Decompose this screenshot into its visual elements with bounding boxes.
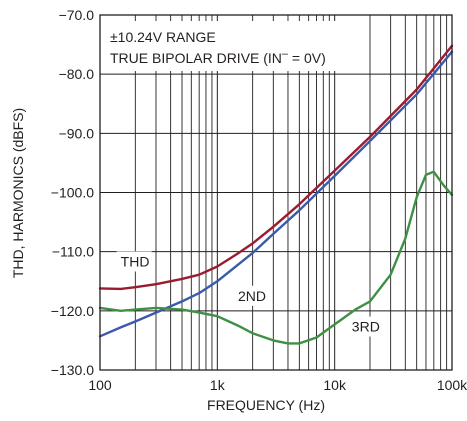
plot-frame <box>99 14 453 371</box>
series-line-3rd <box>98 170 454 345</box>
chart-series <box>98 44 454 345</box>
y-tick-label: −120.0 <box>51 303 94 319</box>
y-tick-label: −80.0 <box>59 66 95 82</box>
annotation-background <box>104 21 366 71</box>
series-line-2nd <box>98 50 454 338</box>
series-label-background <box>347 316 383 337</box>
annotation-line-2: TRUE BIPOLAR DRIVE (IN– = 0V) <box>110 48 326 66</box>
y-tick-label: −90.0 <box>59 125 95 141</box>
annotation-line-1: ±10.24V RANGE <box>110 29 216 45</box>
range-annotation: ±10.24V RANGE TRUE BIPOLAR DRIVE (IN– = … <box>104 21 366 71</box>
y-tick-label: −130.0 <box>51 362 94 378</box>
annotation-line-2-prefix: TRUE BIPOLAR DRIVE (IN <box>110 50 282 66</box>
annotation-line-2-suffix: = 0V) <box>288 50 326 66</box>
series-line-thd <box>98 44 454 291</box>
y-tick-label: −70.0 <box>59 7 95 23</box>
x-tick-label: 100 <box>88 377 112 393</box>
annotation-line-2-sup: – <box>282 48 289 60</box>
series-label-thd: THD <box>121 253 150 269</box>
x-tick-label: 10k <box>323 377 347 393</box>
tick-labels: −70.0−80.0−90.0−100.0−110.0−120.0−130.01… <box>51 7 467 393</box>
series-label-2nd: 2ND <box>238 288 266 304</box>
y-tick-label: −100.0 <box>51 185 94 201</box>
series-label-background <box>116 251 152 272</box>
y-axis-title: THD, HARMONICS (dBFS) <box>10 108 26 278</box>
series-label-background <box>233 285 269 306</box>
x-axis-title: FREQUENCY (Hz) <box>207 397 325 413</box>
y-tick-label: −110.0 <box>52 244 94 260</box>
series-label-3rd: 3RD <box>352 319 380 335</box>
series-labels: THD 2ND 3RD <box>116 251 383 337</box>
x-tick-label: 100k <box>437 377 467 393</box>
x-tick-label: 1k <box>210 377 226 393</box>
